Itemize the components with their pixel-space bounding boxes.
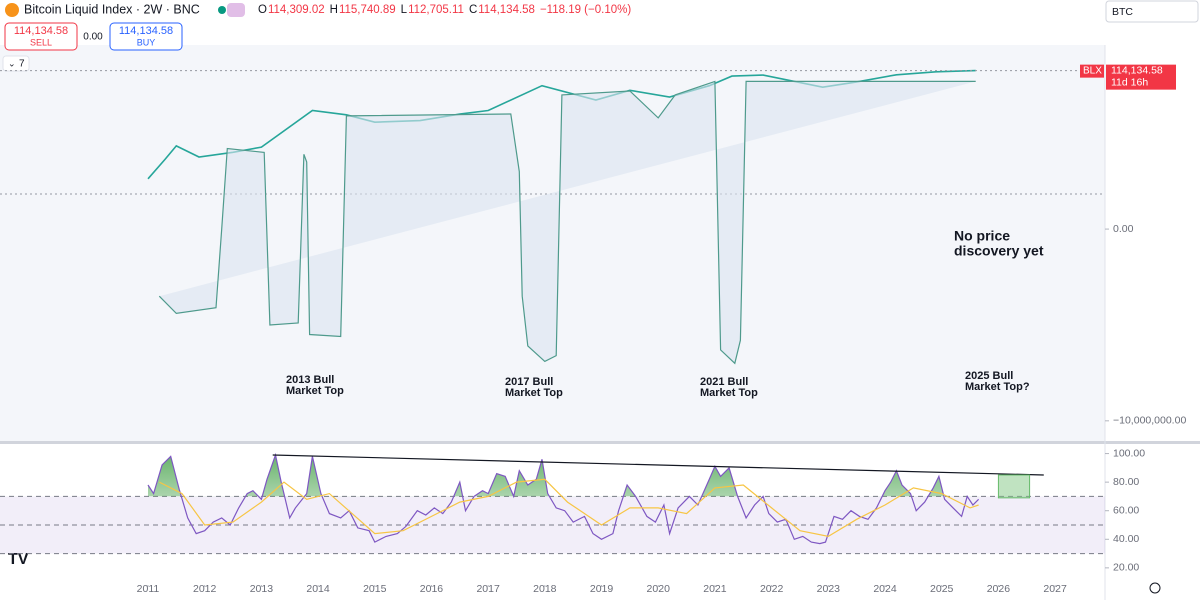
indicator-count: 7 [19, 59, 25, 70]
rsi-pane [0, 445, 1105, 585]
x-tick-label: 2026 [987, 583, 1011, 595]
target-box [997, 474, 1031, 499]
x-tick-label: 2027 [1043, 583, 1067, 595]
annotation: Market Top [286, 385, 344, 397]
chevron: ⌄ [8, 58, 16, 68]
x-tick-label: 2016 [420, 583, 444, 595]
y-tick-label: 20.00 [1113, 562, 1139, 574]
countdown: 11d 16h [1111, 76, 1148, 88]
change: −118.19 (−0.10%) [540, 4, 631, 16]
sell-button[interactable] [4, 22, 78, 51]
sell-price: 114,134.58 [14, 25, 68, 37]
price-tag [1106, 64, 1176, 90]
logo: TV [8, 551, 29, 568]
annotation: 2013 Bull [286, 374, 334, 386]
x-tick-label: 2022 [760, 583, 784, 595]
annotation: 2017 Bull [505, 376, 553, 388]
rsi-ma-line [159, 478, 979, 538]
coin-icon [5, 3, 19, 17]
y-tick-label: 40.00 [1113, 533, 1139, 545]
x-tick-label: 2012 [193, 583, 217, 595]
x-tick-label: 2024 [873, 583, 897, 595]
settings-icon[interactable] [1149, 582, 1161, 594]
buy-price: 114,134.58 [119, 25, 173, 37]
indicator-area [159, 81, 976, 364]
ohlc-value: 112,705.11 [408, 4, 464, 16]
ohlc-key: L [401, 4, 408, 16]
annotation: 2021 Bull [700, 376, 748, 388]
x-tick-label: 2017 [476, 583, 500, 595]
annotation: Market Top? [965, 381, 1030, 393]
rsi-line [147, 452, 980, 545]
ohlc-value: 114,309.02 [268, 4, 325, 16]
annotation: 2025 Bull [965, 370, 1013, 382]
ohlc-key: O [258, 4, 267, 16]
y-tick-label: 60.00 [1113, 504, 1139, 516]
search-text[interactable]: BTC [1112, 6, 1133, 18]
ohlc: O 114,309.02 H 115,740.89 L 112,705.11 C 114,13… [258, 4, 631, 16]
ohlc-value: 114,134.58 [478, 4, 535, 16]
spread: 0.00 [83, 32, 103, 43]
y-tick-label: 100.00 [1113, 447, 1145, 459]
annotation: discovery yet [954, 243, 1044, 259]
market-status [218, 6, 226, 14]
overbought-fill [147, 455, 968, 497]
indicator-line [158, 80, 976, 365]
buy-button[interactable] [109, 22, 183, 51]
x-tick-label: 2015 [363, 583, 387, 595]
x-tick-label: 2013 [250, 583, 274, 595]
x-tick-label: 2025 [930, 583, 954, 595]
x-tick-label: 2021 [703, 583, 727, 595]
badge [227, 3, 245, 17]
symbol-tag [1080, 64, 1104, 78]
symbol-tag-text: BLX [1083, 65, 1102, 76]
ohlc-key: H [330, 4, 338, 16]
x-tick-label: 2019 [590, 583, 614, 595]
y-tick-label: 0.00 [1113, 223, 1134, 235]
sell-label: SELL [30, 37, 52, 47]
annotation: No price [954, 228, 1010, 244]
annotation: Market Top [505, 387, 563, 399]
x-tick-label: 2014 [306, 583, 330, 595]
ohlc-key: C [469, 4, 477, 16]
y-tick-label: 80.00 [1113, 476, 1139, 488]
x-tick-label: 2023 [817, 583, 841, 595]
search-box[interactable] [1105, 0, 1199, 23]
buy-label: BUY [137, 37, 156, 47]
x-tick-label: 2020 [647, 583, 671, 595]
price-tag-text: 114,134.58 [1111, 64, 1163, 76]
y-tick-label: −10,000,000.00 [1113, 415, 1186, 427]
annotation: Market Top [700, 387, 758, 399]
indicators-toggle[interactable] [2, 55, 30, 72]
trendline [272, 454, 1044, 476]
ohlc-value: 115,740.89 [339, 4, 396, 16]
x-tick-label: 2018 [533, 583, 557, 595]
x-tick-label: 2011 [137, 583, 160, 595]
symbol-title[interactable]: Bitcoin Liquid Index · 2W · BNC [24, 2, 200, 16]
